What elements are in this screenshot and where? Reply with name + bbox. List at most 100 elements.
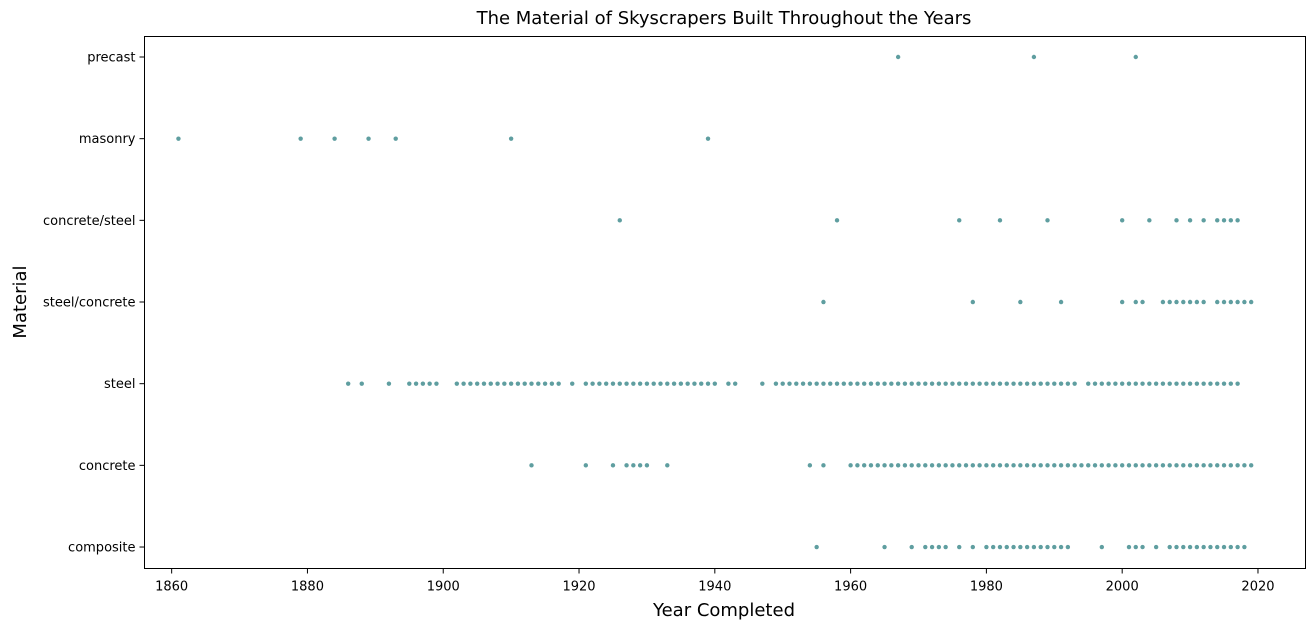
data-point-composite [814,544,819,550]
data-point-steel [1106,381,1111,386]
data-point-steel [434,381,439,386]
data-point-composite [1201,544,1206,550]
y-tick-label-concrete-steel: concrete/steel [43,214,136,229]
x-tick-label: 1980 [970,580,1003,595]
data-point-steel-concrete [1248,299,1254,305]
data-point-composite [1181,544,1186,550]
data-point-steel [1153,381,1159,386]
data-point-concrete [1065,463,1071,468]
data-point-steel [963,381,969,386]
data-point-steel [787,381,792,386]
data-point-concrete-steel [617,218,622,223]
y-tick-label-steel-concrete: steel/concrete [43,296,136,311]
data-point-steel [1215,381,1220,386]
data-point-composite [990,544,996,550]
data-point-steel [678,381,684,386]
data-point-concrete [610,463,616,468]
data-point-concrete [1153,463,1159,468]
x-tick-label: 2000 [1106,580,1139,595]
data-point-steel [855,381,860,386]
data-point-steel [1208,381,1213,386]
data-point-steel [386,381,392,386]
data-point-concrete [909,463,914,468]
data-point-concrete [1126,463,1132,468]
x-tick-label: 1880 [291,580,324,595]
data-point-steel-concrete [1187,299,1193,305]
data-point-steel [970,381,976,386]
data-point-steel [1092,381,1098,386]
data-point-steel [665,381,670,386]
data-point-steel [1065,381,1071,386]
data-point-steel [916,381,921,386]
data-point-concrete-steel [957,218,962,223]
data-point-concrete [1092,463,1098,468]
data-point-composite [1004,544,1009,550]
data-point-composite [1011,544,1016,550]
data-point-precast [1133,54,1138,60]
data-point-steel [1018,381,1023,386]
data-point-steel [420,381,426,386]
data-point-steel [407,381,412,386]
data-point-concrete [1031,463,1037,468]
x-tick-label: 1920 [562,580,595,595]
data-point-concrete [1011,463,1016,468]
data-point-concrete [848,463,853,468]
data-point-concrete [855,463,860,468]
data-point-steel [502,381,507,386]
data-point-composite [1187,544,1193,550]
data-point-steel [984,381,989,386]
data-point-concrete-steel [1187,218,1193,223]
data-point-steel [542,381,548,386]
data-point-masonry [508,136,514,141]
data-point-steel-concrete [1215,299,1220,305]
data-point-composite [1208,544,1213,550]
data-point-steel-concrete [1242,299,1247,305]
data-point-steel [1119,381,1125,386]
data-point-steel [977,381,982,386]
data-point-composite [1174,544,1179,550]
data-point-steel [794,381,799,386]
data-point-steel-concrete [1174,299,1179,305]
data-point-composite [1235,544,1240,550]
data-point-steel [529,381,534,386]
data-point-concrete [990,463,996,468]
data-point-steel [909,381,914,386]
data-point-masonry [176,136,181,141]
data-point-composite [957,544,962,550]
data-point-masonry [298,136,303,141]
data-point-concrete-steel [1228,218,1234,223]
data-point-steel [651,381,656,386]
data-point-steel-concrete [970,299,976,305]
data-point-concrete-steel [1215,218,1220,223]
data-point-concrete [1201,463,1206,468]
data-point-steel [821,381,826,386]
data-point-steel [1052,381,1057,386]
data-point-steel [359,381,364,386]
data-point-steel [1201,381,1206,386]
data-point-steel-concrete [1221,299,1227,305]
data-point-composite [1215,544,1220,550]
data-point-concrete [916,463,921,468]
data-point-composite [1194,544,1200,550]
data-point-steel [990,381,996,386]
data-point-steel [814,381,819,386]
data-point-steel [1031,381,1037,386]
data-point-steel [1058,381,1064,386]
data-point-steel [943,381,948,386]
data-point-composite [1065,544,1071,550]
data-point-steel [800,381,806,386]
data-point-steel [603,381,609,386]
data-point-steel [1133,381,1138,386]
data-point-steel [1194,381,1200,386]
data-point-steel [834,381,840,386]
data-point-steel [875,381,880,386]
data-point-steel [1004,381,1009,386]
data-point-composite [882,544,887,550]
data-point-steel [637,381,643,386]
data-point-steel [515,381,521,386]
data-point-steel [454,381,460,386]
data-point-steel [413,381,419,386]
data-point-masonry [705,136,711,141]
data-point-composite [1133,544,1138,550]
data-point-steel [1086,381,1091,386]
